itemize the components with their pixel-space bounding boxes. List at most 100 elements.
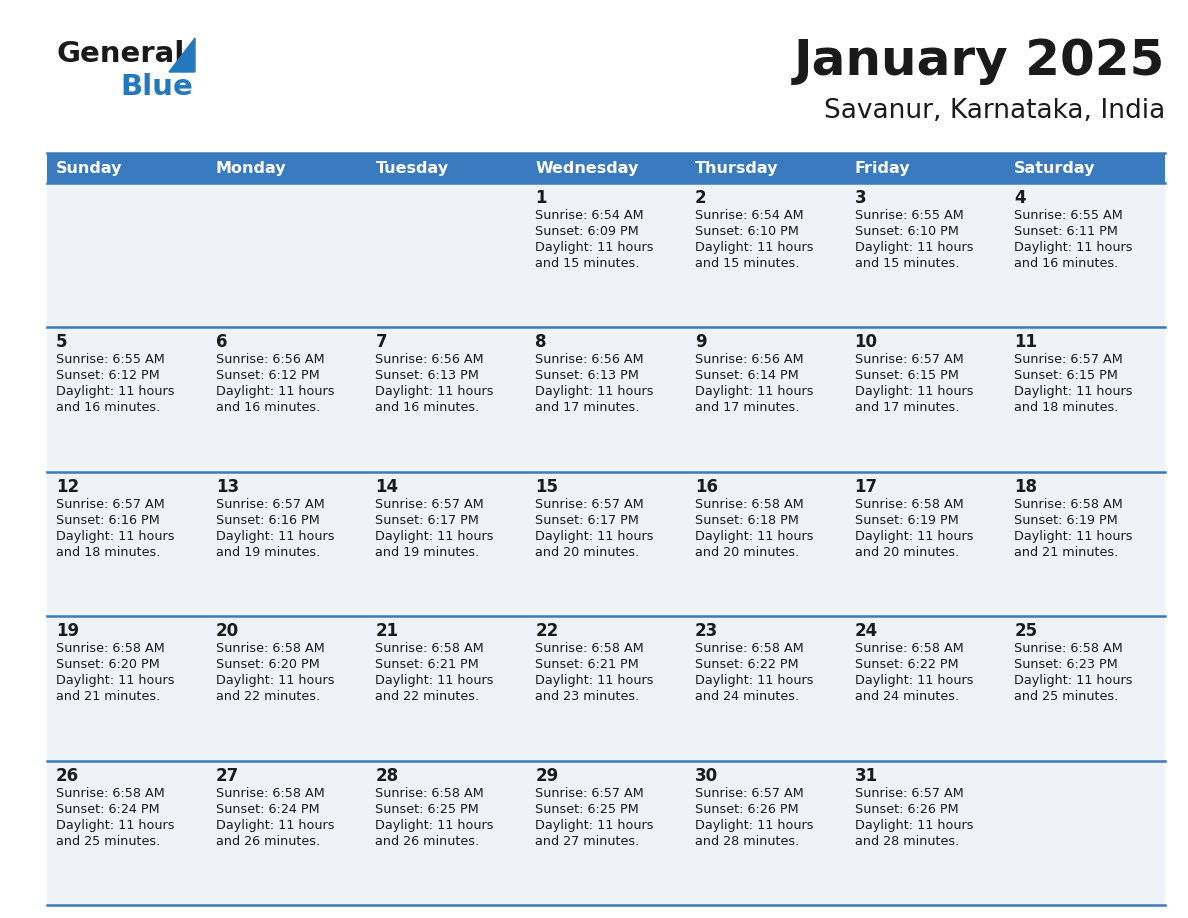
Text: 27: 27	[216, 767, 239, 785]
Text: and 28 minutes.: and 28 minutes.	[854, 834, 959, 847]
Text: and 24 minutes.: and 24 minutes.	[695, 690, 800, 703]
Text: Sunset: 6:24 PM: Sunset: 6:24 PM	[216, 802, 320, 815]
Text: Sunrise: 6:58 AM: Sunrise: 6:58 AM	[1015, 498, 1123, 510]
Text: Daylight: 11 hours: Daylight: 11 hours	[854, 241, 973, 254]
Text: and 25 minutes.: and 25 minutes.	[56, 834, 160, 847]
Text: 7: 7	[375, 333, 387, 352]
Text: Daylight: 11 hours: Daylight: 11 hours	[695, 241, 814, 254]
Text: Friday: Friday	[854, 161, 910, 175]
Text: and 16 minutes.: and 16 minutes.	[56, 401, 160, 414]
Text: Sunset: 6:20 PM: Sunset: 6:20 PM	[216, 658, 320, 671]
Text: Sunrise: 6:56 AM: Sunrise: 6:56 AM	[375, 353, 484, 366]
Text: Sunset: 6:12 PM: Sunset: 6:12 PM	[216, 369, 320, 383]
Polygon shape	[169, 38, 195, 72]
FancyBboxPatch shape	[526, 472, 685, 616]
Text: Sunset: 6:23 PM: Sunset: 6:23 PM	[1015, 658, 1118, 671]
FancyBboxPatch shape	[1005, 616, 1165, 761]
Text: 14: 14	[375, 477, 398, 496]
Text: Sunset: 6:21 PM: Sunset: 6:21 PM	[375, 658, 479, 671]
Text: Sunrise: 6:55 AM: Sunrise: 6:55 AM	[854, 209, 963, 222]
Text: and 21 minutes.: and 21 minutes.	[1015, 546, 1119, 559]
Text: Savanur, Karnataka, India: Savanur, Karnataka, India	[823, 98, 1165, 124]
FancyBboxPatch shape	[526, 616, 685, 761]
Text: Sunset: 6:19 PM: Sunset: 6:19 PM	[854, 514, 959, 527]
FancyBboxPatch shape	[685, 472, 846, 616]
Text: and 22 minutes.: and 22 minutes.	[216, 690, 320, 703]
FancyBboxPatch shape	[366, 183, 526, 328]
Text: and 18 minutes.: and 18 minutes.	[1015, 401, 1119, 414]
FancyBboxPatch shape	[366, 761, 526, 905]
Text: Sunset: 6:19 PM: Sunset: 6:19 PM	[1015, 514, 1118, 527]
FancyBboxPatch shape	[1005, 761, 1165, 905]
Text: Daylight: 11 hours: Daylight: 11 hours	[1015, 674, 1133, 688]
Text: Sunrise: 6:58 AM: Sunrise: 6:58 AM	[695, 643, 803, 655]
Text: 23: 23	[695, 622, 718, 640]
Text: Sunrise: 6:55 AM: Sunrise: 6:55 AM	[1015, 209, 1123, 222]
Text: Wednesday: Wednesday	[535, 161, 638, 175]
Text: 12: 12	[56, 477, 80, 496]
Text: Daylight: 11 hours: Daylight: 11 hours	[56, 819, 175, 832]
FancyBboxPatch shape	[207, 761, 366, 905]
Text: Sunrise: 6:58 AM: Sunrise: 6:58 AM	[56, 787, 165, 800]
Text: and 15 minutes.: and 15 minutes.	[535, 257, 639, 270]
Text: Daylight: 11 hours: Daylight: 11 hours	[695, 530, 814, 543]
Text: 28: 28	[375, 767, 398, 785]
Text: Sunset: 6:10 PM: Sunset: 6:10 PM	[695, 225, 798, 238]
Text: Daylight: 11 hours: Daylight: 11 hours	[854, 530, 973, 543]
Text: Sunrise: 6:57 AM: Sunrise: 6:57 AM	[1015, 353, 1123, 366]
FancyBboxPatch shape	[846, 616, 1005, 761]
Text: Sunrise: 6:57 AM: Sunrise: 6:57 AM	[854, 353, 963, 366]
Text: Sunrise: 6:57 AM: Sunrise: 6:57 AM	[854, 787, 963, 800]
FancyBboxPatch shape	[526, 183, 685, 328]
Text: Sunrise: 6:58 AM: Sunrise: 6:58 AM	[854, 643, 963, 655]
Text: and 22 minutes.: and 22 minutes.	[375, 690, 480, 703]
Text: Daylight: 11 hours: Daylight: 11 hours	[695, 386, 814, 398]
Text: Sunrise: 6:58 AM: Sunrise: 6:58 AM	[1015, 643, 1123, 655]
Text: 31: 31	[854, 767, 878, 785]
Text: Sunday: Sunday	[56, 161, 122, 175]
Text: Sunrise: 6:58 AM: Sunrise: 6:58 AM	[535, 643, 644, 655]
Text: Sunset: 6:24 PM: Sunset: 6:24 PM	[56, 802, 159, 815]
Text: Sunset: 6:26 PM: Sunset: 6:26 PM	[854, 802, 959, 815]
Text: Daylight: 11 hours: Daylight: 11 hours	[695, 674, 814, 688]
Text: Sunrise: 6:58 AM: Sunrise: 6:58 AM	[375, 643, 485, 655]
Text: Daylight: 11 hours: Daylight: 11 hours	[1015, 386, 1133, 398]
Text: Daylight: 11 hours: Daylight: 11 hours	[216, 674, 334, 688]
Text: 11: 11	[1015, 333, 1037, 352]
Text: 3: 3	[854, 189, 866, 207]
Text: Sunset: 6:12 PM: Sunset: 6:12 PM	[56, 369, 159, 383]
Text: Daylight: 11 hours: Daylight: 11 hours	[56, 674, 175, 688]
Text: and 17 minutes.: and 17 minutes.	[854, 401, 959, 414]
Text: and 25 minutes.: and 25 minutes.	[1015, 690, 1119, 703]
Text: Daylight: 11 hours: Daylight: 11 hours	[375, 386, 494, 398]
FancyBboxPatch shape	[207, 472, 366, 616]
Text: Daylight: 11 hours: Daylight: 11 hours	[1015, 241, 1133, 254]
Text: Sunrise: 6:58 AM: Sunrise: 6:58 AM	[375, 787, 485, 800]
Text: Sunrise: 6:56 AM: Sunrise: 6:56 AM	[695, 353, 803, 366]
Text: Daylight: 11 hours: Daylight: 11 hours	[854, 674, 973, 688]
FancyBboxPatch shape	[366, 328, 526, 472]
Text: and 21 minutes.: and 21 minutes.	[56, 690, 160, 703]
Text: Daylight: 11 hours: Daylight: 11 hours	[854, 819, 973, 832]
Text: Sunrise: 6:57 AM: Sunrise: 6:57 AM	[375, 498, 485, 510]
FancyBboxPatch shape	[207, 183, 366, 328]
Text: Sunrise: 6:57 AM: Sunrise: 6:57 AM	[216, 498, 324, 510]
Text: 20: 20	[216, 622, 239, 640]
Text: 21: 21	[375, 622, 398, 640]
FancyBboxPatch shape	[846, 472, 1005, 616]
FancyBboxPatch shape	[526, 761, 685, 905]
Text: 24: 24	[854, 622, 878, 640]
Text: Sunset: 6:25 PM: Sunset: 6:25 PM	[535, 802, 639, 815]
Text: Sunrise: 6:57 AM: Sunrise: 6:57 AM	[56, 498, 165, 510]
FancyBboxPatch shape	[846, 183, 1005, 328]
Text: Sunset: 6:10 PM: Sunset: 6:10 PM	[854, 225, 959, 238]
Text: 17: 17	[854, 477, 878, 496]
FancyBboxPatch shape	[846, 328, 1005, 472]
Text: Sunset: 6:15 PM: Sunset: 6:15 PM	[854, 369, 959, 383]
Text: 15: 15	[535, 477, 558, 496]
Text: 4: 4	[1015, 189, 1026, 207]
Text: Daylight: 11 hours: Daylight: 11 hours	[375, 819, 494, 832]
Text: and 26 minutes.: and 26 minutes.	[216, 834, 320, 847]
Text: and 15 minutes.: and 15 minutes.	[854, 257, 959, 270]
Text: Sunrise: 6:57 AM: Sunrise: 6:57 AM	[535, 787, 644, 800]
